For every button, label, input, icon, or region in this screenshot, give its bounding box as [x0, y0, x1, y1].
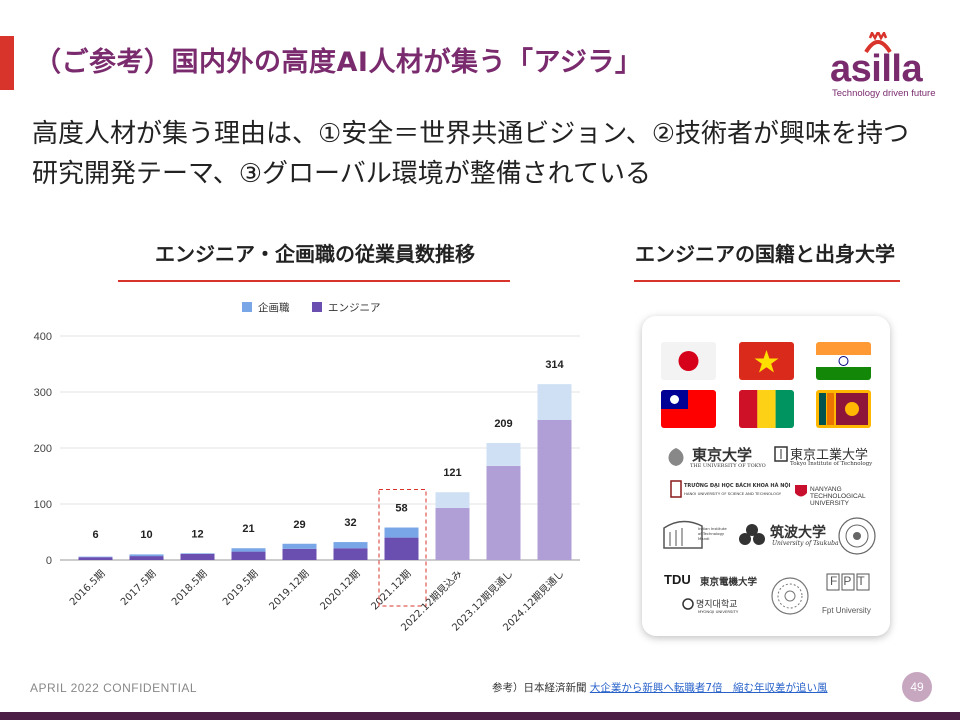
university-myongji-sub: MYONGJI UNIVERSITY: [698, 609, 739, 614]
data-label-total: 121: [443, 467, 461, 479]
asilla-logo: asilla Technology driven future: [828, 30, 938, 100]
fpt-logo-icon: [826, 573, 870, 591]
bar-engineer: [282, 548, 317, 560]
taiwan-flag-icon: [661, 390, 716, 428]
y-tick-label: 400: [34, 331, 52, 343]
university-hanoi-sub: HANOI UNIVERSITY OF SCIENCE AND TECHNOLO…: [684, 491, 782, 496]
bar-planner: [282, 543, 317, 549]
bar-planner: [333, 542, 368, 549]
logo-tagline: Technology driven future: [832, 88, 936, 99]
title-accent-bar: [0, 36, 14, 90]
bar-planner: [129, 554, 164, 557]
nationality-section-title: エンジニアの国籍と出身大学: [635, 242, 895, 266]
university-tsukuba: 筑波大学: [770, 525, 826, 541]
page-title: （ご参考）国内外の高度AI人材が集う「アジラ」: [34, 47, 643, 78]
bar-planner: [486, 442, 521, 466]
tsukuba-emblem-icon: [739, 524, 765, 545]
nationality-section-underline: [634, 280, 900, 282]
legend-swatch-planner: [242, 302, 252, 312]
tokyo-univ-emblem-icon: [668, 448, 684, 466]
bar-planner: [78, 556, 113, 558]
legend-swatch-engineer: [312, 302, 322, 312]
data-label-total: 10: [140, 529, 152, 541]
bar-engineer: [486, 465, 521, 560]
bar-planner: [435, 492, 470, 508]
university-titech-sub: Tokyo Institute of Technology: [790, 461, 873, 467]
y-tick-label: 0: [46, 555, 52, 567]
hanoi-univ-emblem-icon: [670, 480, 682, 498]
y-tick-label: 100: [34, 499, 52, 511]
bar-engineer: [78, 557, 113, 560]
data-label-total: 6: [92, 529, 98, 541]
bar-planner: [231, 548, 266, 552]
data-label-total: 29: [293, 519, 305, 531]
bar-engineer: [180, 553, 215, 560]
guinea-flag-icon: [739, 390, 794, 428]
university-fpt: Fpt University: [822, 606, 871, 615]
titech-emblem-icon: [774, 446, 788, 462]
y-tick-label: 200: [34, 443, 52, 455]
myongji-emblem-icon: [682, 598, 694, 610]
bar-engineer: [435, 507, 470, 560]
footer-confidential: APRIL 2022 CONFIDENTIAL: [30, 681, 198, 695]
data-label-total: 314: [545, 359, 564, 371]
x-tick-label: 2019.12期: [267, 568, 312, 613]
university-fpt-mark: FPT: [830, 574, 871, 588]
bar-engineer: [333, 548, 368, 560]
data-label-total: 21: [242, 523, 254, 535]
logo-wordmark: asilla: [830, 48, 923, 90]
vietnam-flag-icon: [739, 342, 794, 380]
x-tick-label: 2017.5期: [118, 568, 158, 608]
highlight-box: [378, 489, 427, 607]
bar-planner: [180, 553, 215, 554]
university-hanoi: TRƯỜNG ĐẠI HỌC BÁCH KHOA HÀ NỘI: [684, 483, 791, 489]
x-tick-label: 2020.12期: [318, 568, 363, 613]
employee-count-chart: 0 100 200 300 400 企画職 エンジニア 6 2016.5期 10 2017.5期 12…: [34, 301, 580, 634]
bottom-bar: [0, 712, 960, 720]
footer-reference: 参考）日本経済新聞 大企業から新興へ転職者7倍 縮む年収差が追い風: [492, 680, 828, 695]
university-tokyo: 東京大学: [692, 446, 753, 464]
chart-section-title: エンジニア・企画職の従業員数推移: [155, 242, 475, 266]
iit-mandi-logo-icon: [663, 520, 703, 549]
y-tick-label: 300: [34, 387, 52, 399]
sri-lanka-flag-icon: [816, 390, 871, 428]
legend-label: エンジニア: [328, 302, 381, 314]
university-iit-mandi: Indian Institute of Technology Mandi: [698, 526, 727, 541]
x-tick-label: 2019.5期: [220, 568, 260, 608]
footer-reference-link[interactable]: 大企業から新興へ転職者7倍 縮む年収差が追い風: [589, 682, 828, 694]
data-label-total: 58: [395, 503, 407, 515]
university-ntu: NANYANG TECHNOLOGICAL UNIVERSITY: [810, 486, 866, 507]
university-tokyo-sub: THE UNIVERSITY OF TOKYO: [690, 463, 766, 469]
bar-engineer: [384, 537, 419, 560]
chart-section-underline: [118, 280, 510, 282]
legend-label: 企画職: [258, 301, 290, 314]
bar-engineer: [129, 556, 164, 560]
key-message: 高度人材が集う理由は、①安全＝世界共通ビジョン、②技術者が興味を持つ研究開発テー…: [32, 119, 910, 189]
bar-planner: [537, 384, 572, 420]
nationality-university-card: 東京大学 THE UNIVERSITY OF TOKYO 東京工業大学 Toky…: [642, 316, 890, 636]
data-label-total: 209: [494, 418, 512, 430]
japan-flag-icon: [661, 342, 716, 380]
bar-engineer: [231, 551, 266, 560]
footer-reference-prefix: 参考）日本経済新聞: [492, 682, 590, 694]
data-label-total: 32: [344, 517, 356, 529]
university-tdu-mark: TDU: [664, 572, 691, 587]
university-myongji: 명지대학교: [696, 600, 738, 610]
university-tdu: 東京電機大学: [700, 577, 758, 588]
data-label-total: 12: [191, 528, 203, 540]
x-tick-label: 2018.5期: [169, 568, 209, 608]
bar-engineer: [537, 420, 572, 560]
logo-crest-icon: [864, 32, 892, 54]
bar-planner: [384, 527, 419, 538]
india-flag-icon: [816, 342, 871, 380]
univ-seal-2-icon: [771, 577, 809, 615]
x-tick-label: 2016.5期: [67, 568, 107, 608]
page-number: 49: [902, 672, 932, 702]
ntu-crest-icon: [795, 485, 807, 497]
univ-seal-1-icon: [838, 517, 876, 555]
university-tsukuba-sub: University of Tsukuba: [772, 540, 839, 547]
university-titech: 東京工業大学: [790, 448, 869, 463]
